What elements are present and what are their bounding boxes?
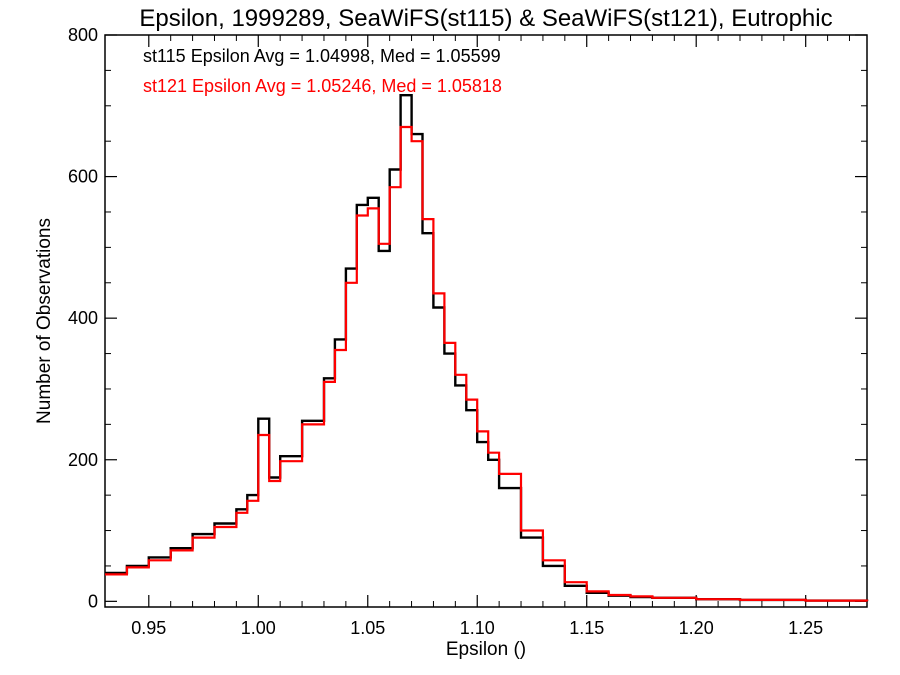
- series-lines: [105, 94, 869, 602]
- x-tick-label: 1.20: [679, 618, 714, 638]
- series-line-st121: [105, 125, 869, 602]
- y-axis-label: Number of Observations: [34, 218, 55, 424]
- y-tick-label: 0: [88, 591, 98, 611]
- y-tick-label: 400: [68, 308, 98, 328]
- x-tick-label: 1.15: [569, 618, 604, 638]
- x-axis-label: Epsilon (): [446, 639, 526, 660]
- x-tick-label: 1.05: [350, 618, 385, 638]
- chart-title: Epsilon, 1999289, SeaWiFS(st115) & SeaWi…: [139, 5, 832, 32]
- x-tick-label: 0.95: [131, 618, 166, 638]
- x-axis: 0.95 1.00 1.05 1.10 1.15 1.20 1.25: [131, 35, 850, 638]
- y-tick-label: 600: [68, 167, 98, 187]
- legend-entry-st121: st121 Epsilon Avg = 1.05246, Med = 1.058…: [143, 76, 502, 96]
- x-tick-label: 1.00: [241, 618, 276, 638]
- x-tick-label: 1.10: [460, 618, 495, 638]
- y-tick-label: 800: [68, 25, 98, 45]
- series-line-st115: [105, 94, 869, 602]
- x-tick-label: 1.25: [788, 618, 823, 638]
- legend-entry-st115: st115 Epsilon Avg = 1.04998, Med = 1.055…: [143, 46, 501, 66]
- y-tick-label: 200: [68, 450, 98, 470]
- y-axis: 0 200 400 600 800: [68, 25, 867, 611]
- plot-frame: [104, 34, 868, 608]
